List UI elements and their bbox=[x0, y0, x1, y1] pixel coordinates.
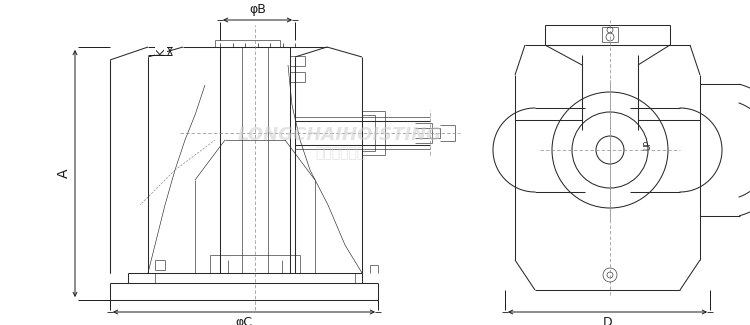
Text: φC: φC bbox=[236, 316, 253, 325]
Text: D: D bbox=[603, 316, 612, 325]
Text: K: K bbox=[156, 47, 166, 55]
Text: A: A bbox=[57, 169, 71, 178]
Text: UP: UP bbox=[643, 140, 652, 150]
Text: 龙連起重工具: 龙連起重工具 bbox=[315, 146, 365, 160]
Text: φB: φB bbox=[249, 3, 266, 16]
Text: LONGCHAIHOISTING: LONGCHAIHOISTING bbox=[238, 126, 442, 144]
